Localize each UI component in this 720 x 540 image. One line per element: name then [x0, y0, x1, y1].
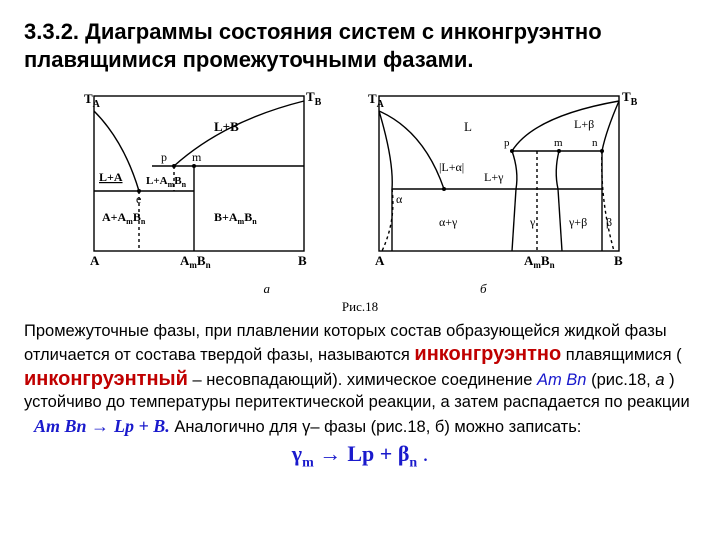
- svg-text:TA: TA: [368, 91, 385, 110]
- p1-text-c: – несовпадающий). химическое соединение: [193, 371, 537, 389]
- subfig-a: а: [263, 281, 270, 297]
- svg-text:m: m: [192, 150, 202, 164]
- svg-text:B: B: [298, 253, 307, 268]
- p2-text: Аналогично для γ– фазы (рис.18, б) можно…: [174, 418, 581, 436]
- svg-text:|L+α|: |L+α|: [439, 160, 464, 174]
- p1-blue: Am Bn: [537, 371, 587, 389]
- svg-text:γ: γ: [529, 215, 536, 229]
- svg-text:e: e: [136, 192, 141, 206]
- svg-text:n: n: [592, 137, 598, 149]
- p1-text-e: а: [655, 371, 664, 389]
- paragraph-1: Промежуточные фазы, при плавлении которы…: [24, 321, 696, 412]
- svg-text:L+γ: L+γ: [484, 170, 504, 184]
- p1-text-b: плавящимися (: [566, 346, 682, 364]
- svg-text:L+A: L+A: [99, 170, 123, 184]
- phase-diagram-a: TA TB L+B p m L+A L+AmBn e A+AmBn B+AmBn…: [54, 81, 334, 281]
- formula-2: γm → Lp + βn .: [24, 441, 696, 471]
- svg-text:m: m: [554, 137, 563, 149]
- f2-rhs: Lp + βn: [347, 441, 422, 466]
- f2-dot: .: [423, 441, 429, 466]
- p1-text-d: (рис.18,: [591, 371, 655, 389]
- svg-text:β: β: [606, 215, 612, 229]
- svg-text:A: A: [90, 253, 100, 268]
- svg-text:γ+β: γ+β: [568, 215, 587, 229]
- figure-caption: Рис.18: [24, 299, 696, 315]
- svg-text:A: A: [375, 253, 385, 268]
- svg-text:α: α: [396, 192, 403, 206]
- subfig-b: б: [480, 281, 487, 297]
- svg-text:L+AmBn: L+AmBn: [146, 175, 187, 189]
- svg-text:TB: TB: [622, 89, 638, 108]
- svg-text:L+B: L+B: [214, 119, 239, 134]
- figure-row: TA TB L+B p m L+A L+AmBn e A+AmBn B+AmBn…: [54, 81, 696, 281]
- phase-diagram-b: TA TB L L+β |L+α| p m n L+γ α β α+γ γ γ+…: [344, 81, 644, 281]
- svg-text:p: p: [161, 150, 167, 164]
- formula-block: Am Bn → Lp + B. Аналогично для γ– фазы (…: [34, 416, 696, 437]
- svg-text:AmBn: AmBn: [524, 253, 555, 270]
- f2-lhs: γm: [292, 441, 319, 466]
- f1-arrow: →: [91, 416, 114, 436]
- svg-text:AmBn: AmBn: [180, 253, 211, 270]
- svg-text:TB: TB: [306, 89, 322, 108]
- svg-text:L: L: [464, 119, 472, 134]
- f2-arrow: →: [319, 441, 347, 466]
- svg-text:L+β: L+β: [574, 117, 594, 131]
- section-heading: 3.3.2. Диаграммы состояния систем с инко…: [24, 18, 696, 73]
- svg-text:TA: TA: [84, 91, 101, 110]
- svg-text:B: B: [614, 253, 623, 268]
- subfigure-labels: а б: [54, 281, 696, 297]
- svg-text:p: p: [504, 137, 510, 149]
- f1-rhs: Lp + B.: [114, 416, 170, 436]
- svg-text:B+AmBn: B+AmBn: [214, 210, 257, 226]
- svg-text:A+AmBn: A+AmBn: [102, 210, 146, 226]
- p1-red-2: инконгруэнтный: [24, 368, 188, 390]
- p1-red-1: инконгруэнтно: [414, 343, 561, 365]
- svg-text:α+γ: α+γ: [439, 215, 458, 229]
- f1-lhs: Am Bn: [34, 416, 87, 436]
